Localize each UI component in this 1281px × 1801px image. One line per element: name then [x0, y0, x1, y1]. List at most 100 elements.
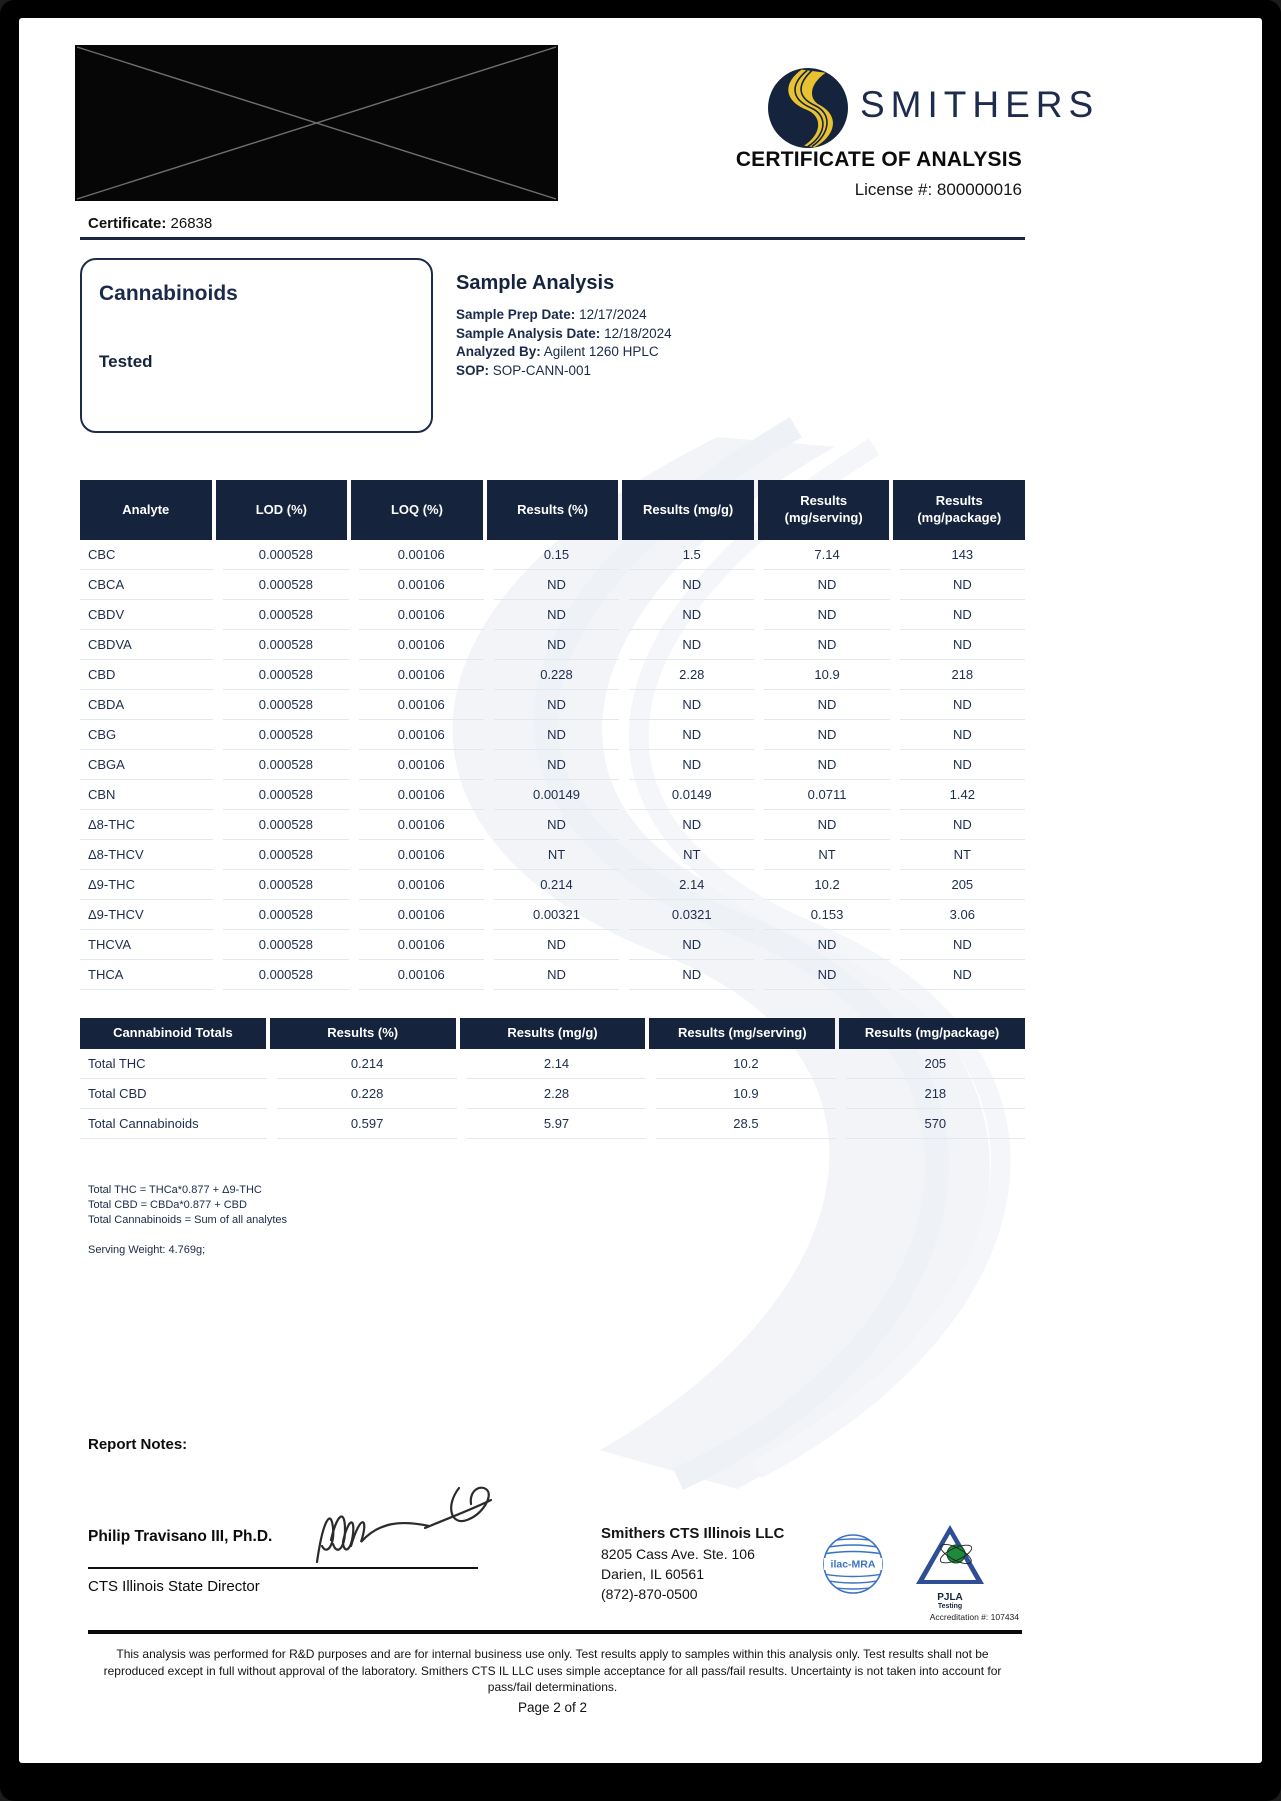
result-value: ND: [764, 960, 890, 990]
result-value: 10.9: [764, 660, 890, 690]
result-value: 0.228: [277, 1079, 457, 1109]
result-value: 1.5: [629, 540, 755, 570]
result-value: 0.00106: [358, 900, 484, 930]
certificate-number: 26838: [170, 215, 213, 232]
analyte-name: CBDV: [80, 600, 214, 630]
analyte-name: CBDVA: [80, 630, 214, 660]
accreditation-number: Accreditation #: 107434: [929, 1612, 1019, 1622]
table-row: Δ8-THC 0.000528 0.00106 ND ND ND ND: [80, 810, 1025, 840]
column-header: Results (mg/package): [839, 1018, 1025, 1049]
result-value: 0.000528: [223, 870, 349, 900]
result-value: 28.5: [656, 1109, 836, 1139]
analyte-name: THCVA: [80, 930, 214, 960]
table-row: CBGA 0.000528 0.00106 ND ND ND ND: [80, 750, 1025, 780]
lab-name: Smithers CTS Illinois LLC: [601, 1525, 785, 1542]
ilac-mra-logo: ilac-MRA: [823, 1534, 883, 1594]
result-value: ND: [629, 720, 755, 750]
result-value: ND: [899, 750, 1025, 780]
result-value: 5.97: [466, 1109, 647, 1139]
column-header: Cannabinoid Totals: [80, 1018, 266, 1049]
result-value: 2.28: [466, 1079, 647, 1109]
sample-field: Sample Analysis Date: 12/18/2024: [456, 325, 672, 344]
lab-address-line-2: Darien, IL 60561: [601, 1566, 704, 1582]
result-value: ND: [899, 570, 1025, 600]
pjla-label: PJLA: [937, 1592, 963, 1603]
result-value: 143: [899, 540, 1025, 570]
result-value: 0.0321: [629, 900, 755, 930]
result-value: 0.000528: [223, 600, 349, 630]
table-row: CBDVA 0.000528 0.00106 ND ND ND ND: [80, 630, 1025, 660]
result-value: ND: [764, 690, 890, 720]
table-row: Total CBD 0.228 2.28 10.9 218: [80, 1079, 1026, 1109]
photo-redaction-box: [75, 45, 558, 201]
table-row: Total THC 0.214 2.14 10.2 205: [80, 1049, 1026, 1079]
result-value: 0.00106: [358, 960, 484, 990]
analyte-name: CBG: [80, 720, 214, 750]
license-number: License #: 800000016: [854, 180, 1022, 199]
table-row: Δ8-THCV 0.000528 0.00106 NT NT NT NT: [80, 840, 1025, 870]
result-value: ND: [629, 750, 755, 780]
result-value: ND: [899, 960, 1025, 990]
signatory-title: CTS Illinois State Director: [88, 1578, 260, 1595]
result-value: 2.14: [629, 870, 755, 900]
result-value: 0.00106: [358, 690, 484, 720]
result-value: ND: [899, 690, 1025, 720]
result-value: 3.06: [899, 900, 1025, 930]
result-value: ND: [764, 810, 890, 840]
analytes-table: Analyte LOD (%) LOQ (%) Results (%) Results …: [80, 480, 1026, 990]
result-value: 10.9: [656, 1079, 836, 1109]
result-value: 0.00106: [358, 870, 484, 900]
sample-field: Sample Prep Date: 12/17/2024: [456, 306, 672, 325]
result-value: 0.000528: [223, 690, 349, 720]
signatory-name: Philip Travisano III, Ph.D.: [88, 1528, 273, 1545]
result-value: ND: [493, 600, 620, 630]
analysis-type-panel: Cannabinoids Tested: [80, 258, 433, 433]
analyte-name: CBCA: [80, 570, 214, 600]
result-value: 0.000528: [223, 780, 349, 810]
column-header: Results (%): [269, 1018, 456, 1049]
result-value: NT: [899, 840, 1025, 870]
brand-wordmark: SMITHERS: [860, 84, 1100, 125]
table-row: CBC 0.000528 0.00106 0.15 1.5 7.14 143: [80, 540, 1025, 570]
result-value: 10.2: [656, 1049, 836, 1079]
cannabinoid-totals-table: Cannabinoid Totals Results (%) Results (mg…: [80, 1018, 1026, 1139]
result-value: 0.00106: [358, 810, 484, 840]
footnote: Total THC = THCa*0.877 + Δ9-THC: [88, 1184, 262, 1196]
result-value: 0.214: [277, 1049, 457, 1079]
analyte-name: Total THC: [80, 1049, 268, 1079]
field-label: Sample Analysis Date:: [456, 325, 601, 341]
smithers-logo-icon: [768, 68, 848, 148]
analyte-name: Total Cannabinoids: [80, 1109, 268, 1139]
result-value: 205: [845, 1049, 1026, 1079]
result-value: ND: [493, 690, 620, 720]
result-value: 0.000528: [223, 750, 349, 780]
result-value: 0.15: [493, 540, 620, 570]
field-value: Agilent 1260 HPLC: [543, 344, 659, 359]
result-value: ND: [629, 960, 755, 990]
table-row: Total Cannabinoids 0.597 5.97 28.5 570: [80, 1109, 1026, 1139]
analyte-name: CBN: [80, 780, 214, 810]
result-value: 0.00106: [358, 660, 484, 690]
report-notes-label: Report Notes:: [88, 1436, 188, 1453]
result-value: NT: [764, 840, 890, 870]
certificate-title: CERTIFICATE OF ANALYSIS: [735, 148, 1022, 171]
field-label: Sample Prep Date:: [456, 307, 576, 322]
table-row: THCVA 0.000528 0.00106 ND ND ND ND: [80, 930, 1025, 960]
result-value: 0.00106: [358, 780, 484, 810]
result-value: ND: [493, 720, 620, 750]
result-value: ND: [899, 930, 1025, 960]
result-value: 0.000528: [223, 540, 349, 570]
column-header: LOD (%): [215, 480, 348, 540]
result-value: NT: [629, 840, 755, 870]
header-divider: [80, 237, 1025, 240]
certificate-page: SMITHERS CERTIFICATE OF ANALYSIS License…: [19, 18, 1262, 1763]
table-header-row: Cannabinoid Totals Results (%) Results (mg…: [80, 1018, 1025, 1049]
result-value: ND: [493, 630, 620, 660]
result-value: ND: [493, 930, 620, 960]
result-value: 218: [845, 1079, 1026, 1109]
result-value: 0.00106: [358, 750, 484, 780]
analyte-name: Δ9-THC: [80, 870, 214, 900]
analyte-name: CBD: [80, 660, 214, 690]
serving-weight: Serving Weight: 4.769g;: [88, 1244, 206, 1256]
